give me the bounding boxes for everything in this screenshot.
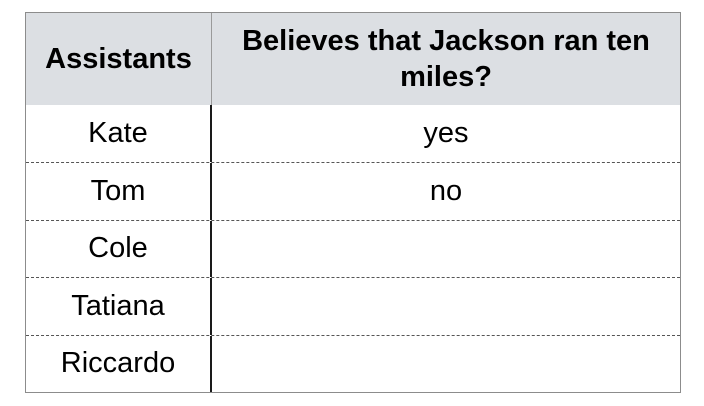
assistant-name: Kate [26, 105, 212, 163]
table-row: Tom no [26, 162, 680, 220]
assistants-table: Assistants Believes that Jackson ran ten… [25, 12, 681, 393]
table-row: Kate yes [26, 105, 680, 163]
header-row: Assistants Believes that Jackson ran ten… [26, 13, 680, 105]
table-row: Tatiana [26, 277, 680, 335]
belief-answer [212, 336, 680, 392]
belief-answer: yes [423, 117, 469, 150]
header-believes: Believes that Jackson ran ten miles? [242, 25, 650, 93]
table-row: Cole [26, 219, 680, 278]
table-row: Riccardo [26, 334, 680, 392]
belief-answer [212, 221, 680, 277]
assistant-name: Tom [26, 163, 212, 220]
belief-answer [212, 278, 680, 334]
belief-answer: no [429, 175, 463, 208]
assistant-name: Cole [26, 220, 212, 278]
assistant-name: Riccardo [26, 335, 212, 392]
header-assistants: Assistants [26, 13, 212, 105]
assistant-name: Tatiana [26, 278, 212, 335]
